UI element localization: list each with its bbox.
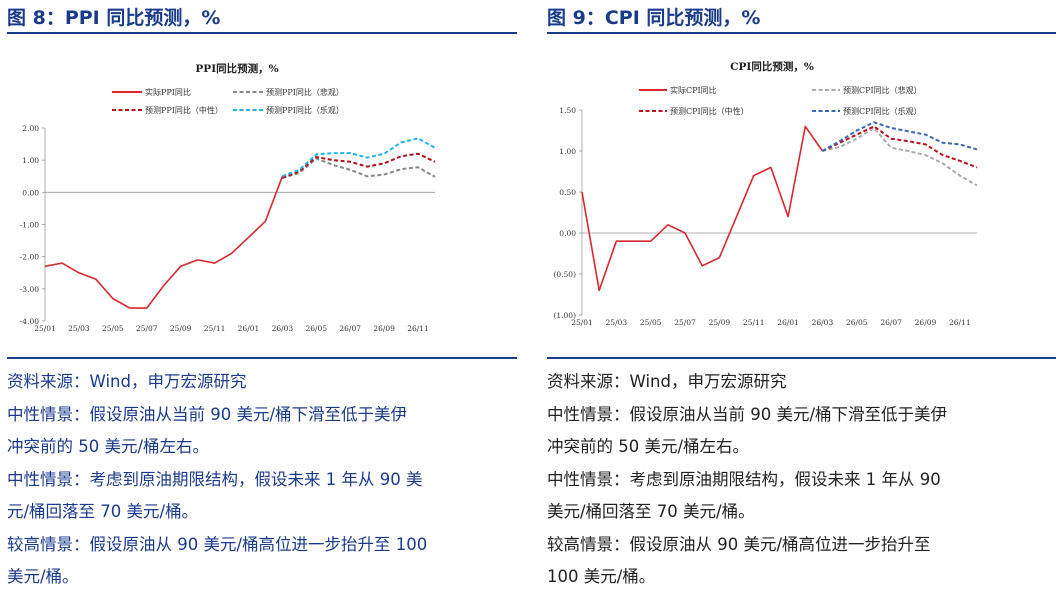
- series-line-预测CPI同比悲观: [822, 127, 978, 187]
- y-tick-label: 0.50: [559, 188, 576, 197]
- x-tick-label: 25/07: [136, 324, 158, 333]
- legend-label: 预测CPI同比（中性）: [670, 106, 749, 116]
- scenario-note-line: 中性情景：考虑到原油期限结构，假设未来 1 年从 90: [547, 469, 941, 489]
- scenario-note-line: 美元/桶。: [7, 567, 79, 586]
- source-note: 资料来源：Wind，申万宏源研究: [7, 372, 247, 391]
- x-tick-label: 26/11: [949, 318, 971, 327]
- figure-9-mid-rule: [547, 357, 1056, 359]
- x-tick-label: 26/05: [846, 318, 868, 327]
- legend-label: 预测PPI同比（悲观）: [266, 87, 344, 97]
- chart-title: CPI同比预测，%: [730, 60, 814, 73]
- series-line-预测CPI同比中性: [821, 125, 978, 169]
- series-line-预测CPI同比乐观: [821, 121, 978, 152]
- legend-label: 实际CPI同比: [670, 85, 717, 95]
- series-line-实际CPI同比: [581, 125, 824, 292]
- figure-8-mid-rule: [7, 357, 517, 359]
- x-tick-label: 25/11: [743, 318, 765, 327]
- scenario-note-line: 100 美元/桶。: [547, 567, 656, 586]
- x-tick-label: 25/11: [204, 324, 226, 333]
- x-tick-label: 25/05: [102, 324, 124, 333]
- y-tick-label: -2.00: [20, 253, 39, 262]
- scenario-note-line: 较高情景：假设原油从 90 美元/桶高位进一步抬升至: [547, 534, 931, 554]
- scenario-note-line: 冲突前的 50 美元/桶左右。: [547, 437, 750, 456]
- scenario-note-line: 中性情景：假设原油从当前 90 美元/桶下滑至低于美伊: [7, 404, 408, 424]
- legend-label: 预测PPI同比（中性）: [145, 105, 223, 115]
- y-tick-label: 1.00: [22, 156, 39, 165]
- y-tick-label: -3.00: [20, 285, 39, 294]
- figure-8-title: 图 8：PPI 同比预测，%: [7, 7, 221, 29]
- figure-8-panel: 图 8：PPI 同比预测，% PPI同比预测，% -4.00 -3.00 -2.00 -…: [7, 0, 517, 610]
- y-tick-label: 0.00: [559, 229, 576, 238]
- series-line-预测PPI同比悲观: [282, 157, 436, 179]
- scenario-note-line: 美元/桶回落至 70 美元/桶。: [547, 502, 755, 521]
- legend-label: 预测CPI同比（悲观）: [843, 85, 922, 95]
- y-tick-label: 1.50: [559, 106, 576, 115]
- x-tick-label: 26/03: [272, 324, 294, 333]
- scenario-note-line: 冲突前的 50 美元/桶左右。: [7, 437, 210, 456]
- legend-label: 预测CPI同比（乐观）: [843, 106, 922, 116]
- source-note: 资料来源：Wind，申万宏源研究: [547, 372, 787, 391]
- x-tick-label: 25/05: [640, 318, 662, 327]
- x-tick-label: 25/07: [674, 318, 696, 327]
- x-tick-label: 26/07: [880, 318, 902, 327]
- x-tick-label: 26/03: [812, 318, 834, 327]
- figure-8-top-rule: [7, 32, 517, 34]
- figure-9-notes: 资料来源：Wind，申万宏源研究 中性情景：假设原油从当前 90 美元/桶下滑至…: [547, 366, 1017, 594]
- x-tick-label: 26/07: [339, 324, 361, 333]
- x-tick-label: 25/03: [606, 318, 628, 327]
- figure-9-top-rule: [547, 32, 1056, 34]
- x-tick-label: 25/09: [709, 318, 731, 327]
- figure-9-panel: 图 9：CPI 同比预测，% CPI同比预测，% (1.00) (0.50) 0.00…: [547, 0, 1056, 610]
- figure-8-notes: 资料来源：Wind，申万宏源研究 中性情景：假设原油从当前 90 美元/桶下滑至…: [7, 366, 477, 594]
- figure-9-title: 图 9：CPI 同比预测，%: [547, 7, 761, 29]
- series-line-预测PPI同比乐观: [282, 137, 436, 178]
- x-tick-label: 26/11: [407, 324, 429, 333]
- cpi-chart: CPI同比预测，% (1.00) (0.50) 0.00 0.50 1.00 1.50 25/…: [553, 60, 978, 327]
- x-tick-label: 26/05: [305, 324, 327, 333]
- scenario-note-line: 较高情景：假设原油从 90 美元/桶高位进一步抬升至 100: [7, 534, 428, 554]
- x-tick-label: 25/01: [34, 324, 56, 333]
- y-tick-label: 1.00: [559, 147, 576, 156]
- x-tick-label: 25/03: [68, 324, 90, 333]
- x-tick-label: 26/09: [915, 318, 937, 327]
- scenario-note-line: 元/桶回落至 70 美元/桶。: [7, 502, 199, 521]
- y-tick-label: -4.00: [20, 317, 39, 326]
- y-tick-label: -1.00: [20, 221, 39, 230]
- series-line-实际PPI同比: [44, 176, 284, 309]
- legend-label: 实际PPI同比: [145, 87, 191, 97]
- scenario-note-line: 中性情景：考虑到原油期限结构，假设未来 1 年从 90 美: [7, 469, 423, 489]
- x-tick-label: 26/09: [373, 324, 395, 333]
- series-line-预测PPI同比中性: [282, 152, 436, 179]
- x-tick-label: 26/01: [777, 318, 799, 327]
- scenario-note-line: 中性情景：假设原油从当前 90 美元/桶下滑至低于美伊: [547, 404, 948, 424]
- y-tick-label: 2.00: [22, 124, 39, 133]
- x-tick-label: 25/01: [571, 318, 593, 327]
- y-tick-label: (0.50): [553, 270, 576, 279]
- y-tick-label: (1.00): [553, 311, 576, 320]
- x-tick-label: 25/09: [170, 324, 192, 333]
- ppi-chart: PPI同比预测，% -4.00 -3.00 -2.00 -1.00 0.00 1.00 2.0…: [20, 62, 436, 333]
- x-tick-label: 26/01: [238, 324, 260, 333]
- chart-title: PPI同比预测，%: [195, 62, 278, 75]
- y-tick-label: 0.00: [22, 188, 39, 197]
- legend-label: 预测PPI同比（乐观）: [266, 105, 344, 115]
